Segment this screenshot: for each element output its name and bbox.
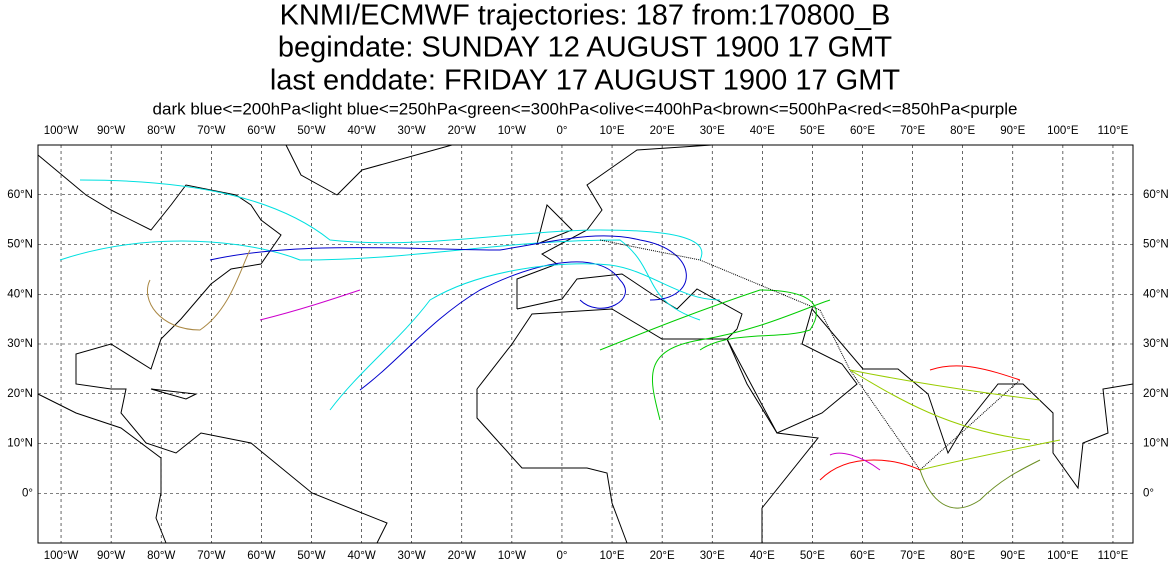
trajectory [79, 179, 703, 261]
lon-tick-label: 10°W [498, 550, 526, 562]
lon-tick-label: 20°W [448, 125, 476, 137]
trajectory [359, 261, 626, 391]
legend: dark blue<=200hPa<light blue<=250hPa<gre… [153, 99, 1018, 118]
lon-tick-label: 10°W [498, 125, 526, 137]
lon-tick-label: 50°W [297, 550, 325, 562]
lat-tick-label: 0° [22, 487, 33, 499]
lon-tick-label: 80°W [147, 550, 175, 562]
lon-tick-label: 110°E [1098, 125, 1129, 137]
lon-tick-label: 50°W [297, 125, 325, 137]
grid [38, 145, 1133, 543]
lon-tick-label: 110°E [1098, 550, 1129, 562]
trajectory [209, 235, 687, 301]
trajectories [59, 179, 1061, 509]
lon-tick-label: 60°E [850, 125, 875, 137]
lon-tick-label: 40°W [347, 550, 375, 562]
map-frame [37, 144, 1134, 544]
lon-tick-label: 20°W [448, 550, 476, 562]
lon-tick-label: 30°W [398, 125, 426, 137]
lon-tick-label: 90°W [97, 550, 125, 562]
coastlines [37, 144, 1134, 544]
coast [37, 154, 388, 544]
lon-tick-label: 100°W [44, 550, 79, 562]
lon-tick-label: 90°E [1000, 125, 1025, 137]
trajectory [652, 299, 831, 421]
lat-tick-label: 30°N [7, 338, 33, 350]
lon-tick-label: 60°W [247, 550, 275, 562]
lon-tick-label: 30°E [700, 550, 725, 562]
trajectory [819, 365, 1021, 481]
trajectory [599, 289, 817, 351]
lat-tick-label: 50°N [1143, 239, 1169, 251]
trajectory [59, 239, 701, 321]
trajectory [849, 369, 1061, 471]
lon-tick-label: 100°W [44, 125, 79, 137]
lon-tick-label: 50°E [800, 550, 825, 562]
trajectory [919, 459, 1041, 509]
lon-tick-label: 20°E [650, 550, 675, 562]
title-line: last enddate: FRIDAY 17 AUGUST 1900 17 G… [270, 65, 901, 97]
lon-tick-label: 30°W [398, 550, 426, 562]
lon-tick-label: 30°E [700, 125, 725, 137]
lat-tick-label: 40°N [1143, 288, 1169, 300]
lon-tick-label: 0° [556, 125, 567, 137]
lon-tick-label: 40°E [750, 125, 775, 137]
lon-tick-label: 70°E [900, 125, 925, 137]
lat-tick-label: 40°N [7, 288, 33, 300]
lon-tick-label: 20°E [650, 125, 675, 137]
lon-tick-label: 80°E [950, 125, 975, 137]
lon-tick-label: 60°E [850, 550, 875, 562]
lon-tick-label: 0° [556, 550, 567, 562]
lat-tick-label: 20°N [7, 388, 33, 400]
lon-tick-label: 60°W [247, 125, 275, 137]
title-line: begindate: SUNDAY 12 AUGUST 1900 17 GMT [278, 32, 892, 64]
lon-tick-label: 70°W [197, 125, 225, 137]
trajectory [147, 249, 251, 331]
lat-tick-label: 60°N [7, 189, 33, 201]
lon-tick-label: 40°W [347, 125, 375, 137]
lon-tick-label: 80°W [147, 125, 175, 137]
lon-tick-label: 40°E [750, 550, 775, 562]
lat-tick-label: 30°N [1143, 338, 1169, 350]
trajectory [329, 263, 721, 411]
lat-tick-label: 10°N [7, 438, 33, 450]
trajectory [259, 289, 881, 471]
trajectory [599, 239, 1021, 471]
lon-tick-label: 70°E [900, 550, 925, 562]
lon-tick-label: 90°W [97, 125, 125, 137]
lon-tick-label: 10°E [600, 550, 625, 562]
title-line: KNMI/ECMWF trajectories: 187 from:170800… [280, 0, 891, 32]
lat-tick-label: 0° [1143, 487, 1154, 499]
lon-tick-label: 90°E [1000, 550, 1025, 562]
lat-tick-label: 60°N [1143, 189, 1169, 201]
coast [726, 307, 1134, 490]
lon-tick-label: 10°E [600, 125, 625, 137]
coast [150, 144, 573, 400]
lon-tick-label: 100°E [1047, 550, 1079, 562]
lat-tick-label: 10°N [1143, 438, 1169, 450]
lon-tick-label: 100°E [1047, 125, 1079, 137]
lon-tick-label: 80°E [950, 550, 975, 562]
lat-tick-label: 50°N [7, 239, 33, 251]
lon-tick-label: 50°E [800, 125, 825, 137]
lon-tick-label: 70°W [197, 550, 225, 562]
lat-tick-label: 20°N [1143, 388, 1169, 400]
